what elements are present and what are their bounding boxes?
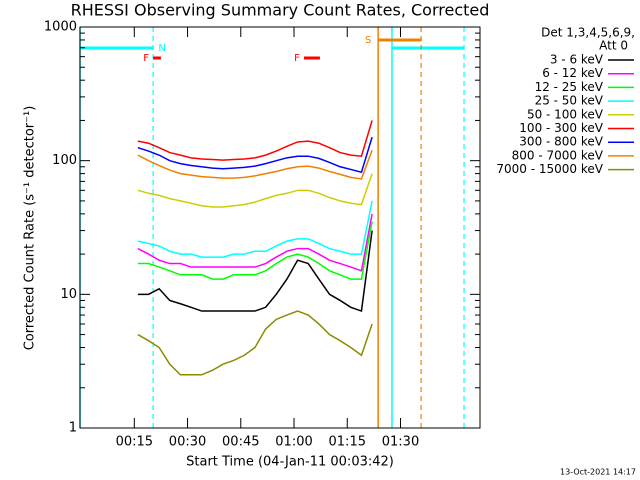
legend-label: 25 - 50 keV xyxy=(535,94,604,108)
y-tick-label: 1000 xyxy=(44,20,77,35)
plot-frame xyxy=(79,26,481,429)
y-tick-label: 10 xyxy=(60,287,77,302)
chart-title: RHESSI Observing Summary Count Rates, Co… xyxy=(71,1,490,20)
footer: 13-Oct-2021 14:17 xyxy=(560,468,636,477)
y-tick-label: 1 xyxy=(69,421,77,436)
x-axis-label: Start Time (04-Jan-11 00:03:42) xyxy=(186,455,394,470)
legend-header: Att 0 xyxy=(599,39,628,53)
legend-label: 6 - 12 keV xyxy=(542,66,604,80)
y-axis-label: Corrected Count Rate (s⁻¹ detector⁻¹) xyxy=(23,106,38,351)
legend-label: 300 - 800 keV xyxy=(519,135,603,149)
interval-label: N xyxy=(158,43,165,54)
series-line xyxy=(137,213,373,272)
legend-label: 50 - 100 keV xyxy=(527,107,604,121)
series-line xyxy=(137,149,373,180)
x-tick-label: 01:00 xyxy=(275,435,312,450)
series-line xyxy=(137,221,373,280)
x-tick-label: 00:30 xyxy=(169,435,206,450)
legend-label: 7000 - 15000 keV xyxy=(496,162,603,176)
legend-label: 100 - 300 keV xyxy=(519,121,603,135)
legend-label: 3 - 6 keV xyxy=(550,53,604,67)
interval-label: F xyxy=(143,53,149,64)
series-line xyxy=(137,173,373,208)
series-line xyxy=(137,230,373,313)
interval-label: S xyxy=(365,35,371,46)
x-tick-label: 01:15 xyxy=(329,435,366,450)
legend-label: 12 - 25 keV xyxy=(535,80,604,94)
x-tick-label: 00:15 xyxy=(116,435,153,450)
legend-label: 800 - 7000 keV xyxy=(512,148,604,162)
x-tick-label: 01:30 xyxy=(382,435,419,450)
series-line xyxy=(137,136,373,174)
y-tick-label: 100 xyxy=(52,153,77,168)
series-line xyxy=(137,310,373,376)
interval-label: F xyxy=(294,53,300,64)
series-line xyxy=(137,200,373,258)
series-line xyxy=(137,120,373,161)
legend-header: Det 1,3,4,5,6,9, xyxy=(541,26,635,40)
x-tick-label: 00:45 xyxy=(222,435,259,450)
